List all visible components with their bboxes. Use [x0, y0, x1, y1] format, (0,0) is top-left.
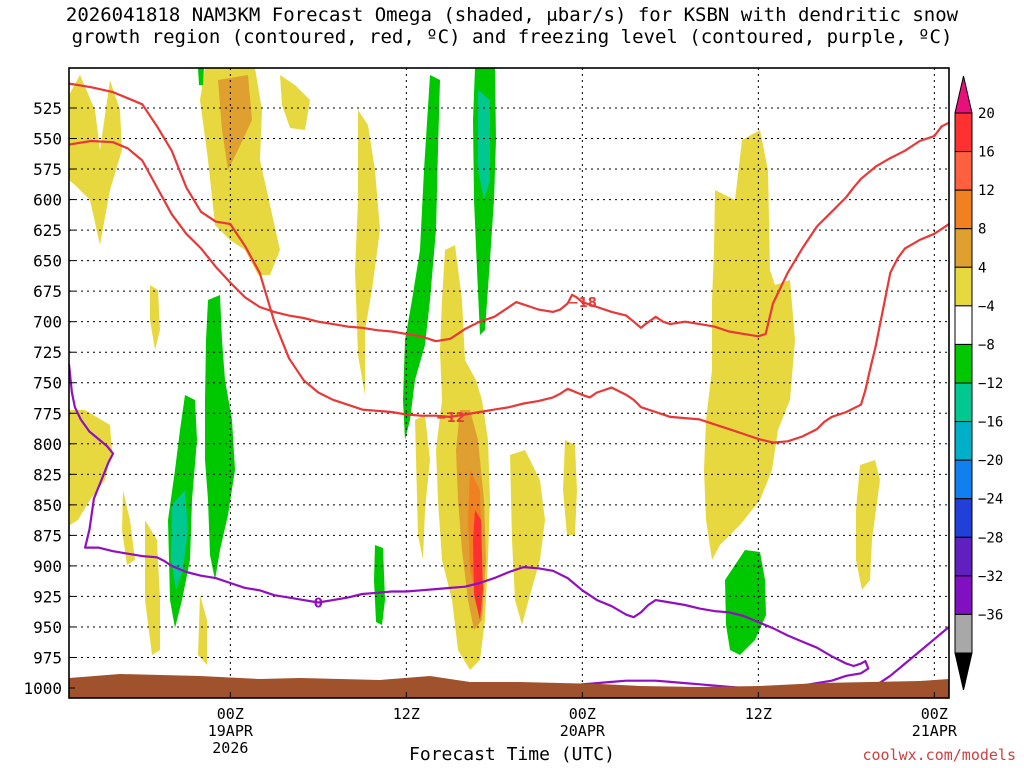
omega-blob — [473, 510, 483, 620]
omega-blob — [355, 110, 380, 395]
colorbar-label: −4 — [978, 299, 995, 315]
omega-blob — [374, 545, 385, 625]
colorbar-swatch — [954, 305, 973, 345]
colorbar-swatch — [954, 382, 973, 423]
title-line-1: 2026041818 NAM3KM Forecast Omega (shaded… — [65, 4, 959, 26]
colorbar-swatch — [954, 459, 973, 500]
colorbar-swatch — [954, 151, 973, 191]
colorbar-label: 4 — [978, 260, 986, 276]
grid-lines — [69, 68, 949, 698]
x-tick-date: 21APR — [912, 722, 958, 740]
omega-blob — [69, 410, 112, 525]
x-tick-label: 00Z — [217, 705, 244, 723]
y-tick-label: 750 — [33, 374, 62, 393]
x-tick-year: 2026 — [212, 739, 248, 757]
omega-blob — [403, 75, 440, 440]
y-tick-label: 625 — [33, 221, 62, 240]
contour-label: −12 — [436, 411, 465, 426]
colorbar-label: −8 — [978, 337, 995, 353]
y-tick-label: 1000 — [23, 679, 62, 698]
colorbar-label: 20 — [978, 106, 995, 122]
omega-blob — [478, 90, 490, 200]
omega-blob — [171, 490, 188, 590]
omega-blob — [280, 75, 310, 130]
y-axis: 525 550 575 600 625 650 675 700 725 750 775 800 825 8… — [23, 99, 75, 698]
y-tick-label: 775 — [33, 404, 62, 423]
y-tick-label: 800 — [33, 435, 62, 454]
title-line-2: growth region (contoured, red, ºC) and f… — [71, 26, 953, 48]
colorbar-label: −24 — [978, 492, 1003, 508]
omega-blob — [725, 550, 766, 655]
colorbar-label: 12 — [978, 183, 995, 199]
y-tick-label: 975 — [33, 648, 62, 667]
colorbar-swatch — [954, 536, 973, 577]
x-tick-label: 12Z — [393, 705, 420, 723]
x-tick-label: 00Z — [921, 705, 948, 723]
chart-title: 2026041818 NAM3KM Forecast Omega (shaded… — [0, 4, 1024, 48]
colorbar-bottom-triangle — [954, 652, 973, 691]
y-tick-label: 525 — [33, 99, 62, 118]
omega-blob — [150, 285, 160, 350]
x-tick-date: 20APR — [560, 722, 606, 740]
y-tick-label: 875 — [33, 526, 62, 545]
colorbar-swatch — [954, 575, 973, 615]
y-tick-label: 675 — [33, 282, 62, 301]
colorbar-top-triangle — [954, 75, 973, 114]
y-tick-label: 900 — [33, 557, 62, 576]
contour-label: −18 — [568, 296, 597, 311]
colorbar-label: 16 — [978, 145, 995, 161]
colorbar-swatch — [954, 189, 973, 230]
omega-blob — [205, 295, 235, 580]
credit-link[interactable]: coolwx.com/models — [862, 746, 1016, 764]
x-tick-label: 12Z — [745, 705, 772, 723]
omega-blob — [704, 130, 795, 560]
y-tick-label: 925 — [33, 587, 62, 606]
colorbar-label: −28 — [978, 530, 1003, 546]
omega-shading — [69, 68, 880, 670]
terrain-fill — [69, 674, 949, 698]
omega-blob — [415, 415, 430, 560]
omega-blob — [218, 75, 252, 170]
omega-blob — [510, 450, 545, 625]
colorbar-swatch — [954, 266, 973, 307]
y-tick-label: 950 — [33, 618, 62, 637]
omega-blob — [198, 595, 207, 665]
colorbar-swatch — [954, 421, 973, 461]
colorbar-label: 8 — [978, 222, 986, 238]
colorbar-label: −32 — [978, 569, 1003, 585]
colorbar-label: −36 — [978, 607, 1003, 623]
colorbar-label: −20 — [978, 453, 1003, 469]
omega-blob — [198, 68, 204, 85]
colorbar-swatch — [954, 228, 973, 268]
y-tick-label: 600 — [33, 191, 62, 210]
contour-label: 0 — [314, 597, 323, 612]
colorbar: 20 16 12 8 4 −4 −8 −12 −16 −20 −24 −28 −32 −36 — [954, 75, 1003, 691]
omega-blob — [563, 440, 577, 535]
y-tick-label: 825 — [33, 465, 62, 484]
colorbar-label: −12 — [978, 376, 1003, 392]
x-axis-title: Forecast Time (UTC) — [409, 744, 615, 765]
contour-line — [69, 121, 949, 343]
y-tick-label: 700 — [33, 313, 62, 332]
contour-line — [69, 82, 949, 444]
y-tick-label: 850 — [33, 496, 62, 515]
colorbar-label: −16 — [978, 415, 1003, 431]
y-tick-label: 725 — [33, 343, 62, 362]
x-tick-label: 00Z — [569, 705, 596, 723]
omega-blob — [122, 490, 135, 565]
x-tick-date: 19APR — [208, 722, 254, 740]
colorbar-swatch — [954, 613, 973, 654]
y-tick-label: 550 — [33, 130, 62, 149]
omega-blob — [69, 75, 122, 245]
omega-blob — [145, 520, 160, 655]
colorbar-swatch — [954, 112, 973, 153]
omega-blob — [856, 460, 880, 590]
y-tick-label: 650 — [33, 252, 62, 271]
colorbar-swatch — [954, 498, 973, 538]
y-tick-label: 575 — [33, 160, 62, 179]
colorbar-swatch — [954, 343, 973, 384]
terrain — [69, 674, 949, 698]
